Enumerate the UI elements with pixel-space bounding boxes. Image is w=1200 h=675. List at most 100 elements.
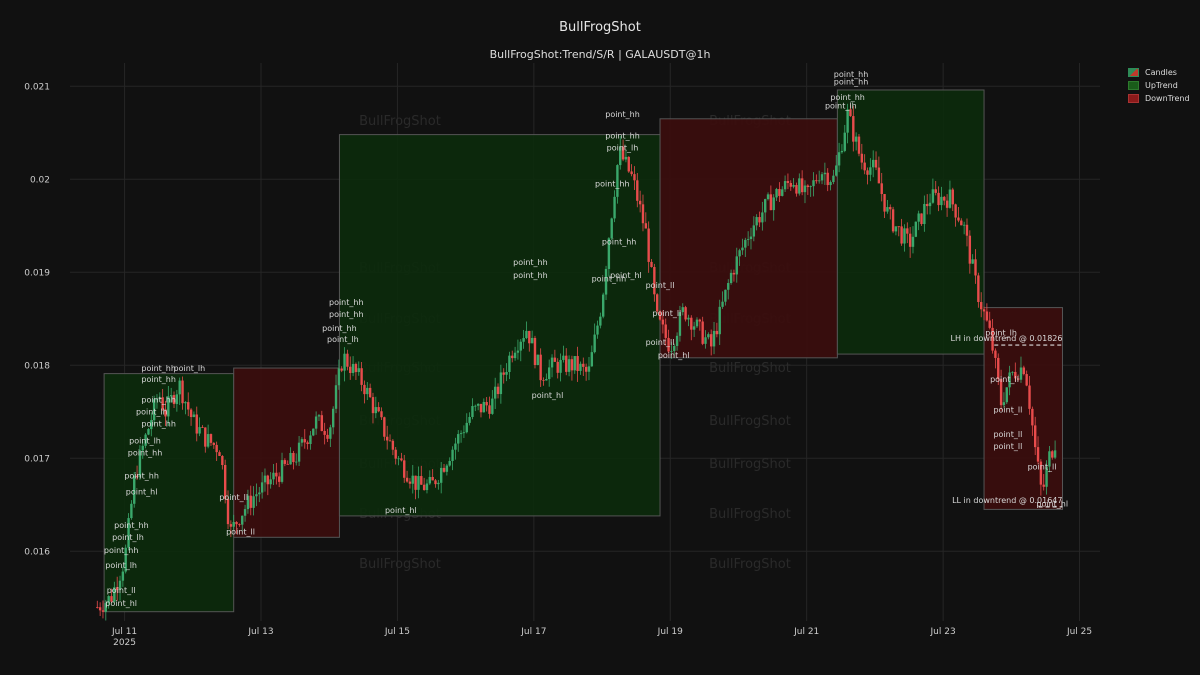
candle-body [360, 368, 363, 385]
candle-body [761, 212, 764, 223]
candle-body [673, 345, 676, 352]
candle-body [1008, 372, 1011, 388]
annotation-label: LL in downtrend @ 0.01647 [952, 496, 1062, 505]
candle-body [866, 170, 869, 175]
candle-body [877, 167, 881, 184]
y-tick-label: 0.02 [30, 175, 50, 185]
candle-body [181, 380, 184, 404]
candle-body [994, 350, 997, 358]
point-label: point_hh [329, 298, 364, 307]
watermark-text: BullFrogShot [709, 507, 791, 522]
candle-body [599, 316, 602, 326]
candle-body [607, 238, 611, 269]
legend-item-downtrend[interactable]: DownTrend [1128, 92, 1190, 105]
candle-body [974, 259, 977, 276]
candle-body [511, 355, 514, 359]
candle-body [269, 479, 272, 485]
candle-body [275, 472, 278, 477]
point-label: point_hh [830, 93, 865, 102]
candle-body [235, 522, 238, 525]
point-label: point_lh [136, 408, 168, 417]
candle-body [661, 319, 665, 325]
candle-body [204, 427, 207, 447]
point-label: point_hh [114, 521, 149, 530]
candle-body [167, 396, 170, 417]
candle-body [670, 351, 673, 352]
candle-body [937, 192, 940, 206]
candle-body [431, 476, 434, 481]
candle-body [695, 319, 699, 327]
x-tick-label: Jul 25 [1066, 627, 1092, 637]
uptrend-swatch-icon [1128, 81, 1139, 90]
candle-body [408, 481, 412, 484]
point-label: point_hh [124, 472, 159, 481]
candle-body [729, 272, 733, 284]
candle-body [715, 330, 719, 335]
candle-body [499, 372, 503, 395]
candle-body [411, 475, 414, 484]
candle-body [724, 289, 727, 302]
candle-body [118, 580, 122, 590]
candle-body [508, 355, 511, 373]
candle-body [675, 335, 679, 346]
candle-body [141, 445, 144, 451]
candle-body [309, 435, 312, 445]
candle-body [255, 494, 258, 497]
candle-body [852, 116, 855, 142]
candle-body [795, 185, 798, 194]
candle-body [917, 213, 920, 222]
candle-body [215, 444, 218, 453]
candle-body [633, 174, 636, 181]
candle-body [354, 363, 358, 373]
x-tick-label: Jul 19 [657, 627, 683, 637]
candle-body [528, 330, 531, 344]
legend-item-candles[interactable]: Candles [1128, 66, 1190, 79]
annotation-label: LH in downtrend @ 0.01826 [951, 334, 1063, 343]
candle-body [96, 607, 99, 608]
candle-body [343, 353, 346, 371]
point-label: point_ll [219, 493, 248, 502]
candle-body [414, 475, 417, 490]
candle-body [189, 409, 193, 418]
point-label: point_ll [993, 442, 1022, 451]
candle-body [582, 363, 585, 367]
candle-body [954, 204, 957, 218]
candle-body [184, 402, 187, 404]
candle-body [425, 483, 429, 491]
candle-body [1053, 450, 1057, 458]
chart-title: BullFrogShot [559, 20, 641, 35]
candle-body [437, 482, 440, 485]
candle-body [900, 226, 903, 244]
watermark-text: BullFrogShot [359, 557, 441, 572]
candle-body [454, 443, 457, 450]
candle-body [1042, 484, 1045, 487]
legend[interactable]: Candles UpTrend DownTrend [1128, 66, 1190, 105]
legend-item-uptrend[interactable]: UpTrend [1128, 79, 1190, 92]
candle-body [692, 326, 696, 330]
candle-body [644, 223, 648, 229]
candle-body [525, 330, 528, 339]
candle-body [709, 334, 713, 347]
candles-layer [96, 103, 1057, 621]
candle-body [616, 165, 619, 197]
candle-body [550, 357, 554, 368]
point-label: point_hh [141, 395, 176, 404]
candle-body [988, 320, 991, 328]
candle-body [536, 354, 540, 366]
candle-body [280, 460, 284, 482]
candle-body [744, 239, 747, 248]
candle-body [468, 416, 471, 423]
candle-body [627, 156, 630, 172]
candle-body [238, 524, 241, 525]
candle-body [792, 185, 795, 187]
downtrend-zone [233, 367, 340, 538]
candle-body [241, 515, 244, 525]
candle-body [826, 172, 829, 186]
candle-body [198, 427, 201, 434]
candle-body [547, 367, 551, 380]
candle-body [977, 275, 980, 303]
candle-body [906, 228, 909, 234]
candle-body [567, 359, 571, 372]
x-tick-label: Jul 15 [384, 627, 410, 637]
candle-body [133, 475, 136, 504]
